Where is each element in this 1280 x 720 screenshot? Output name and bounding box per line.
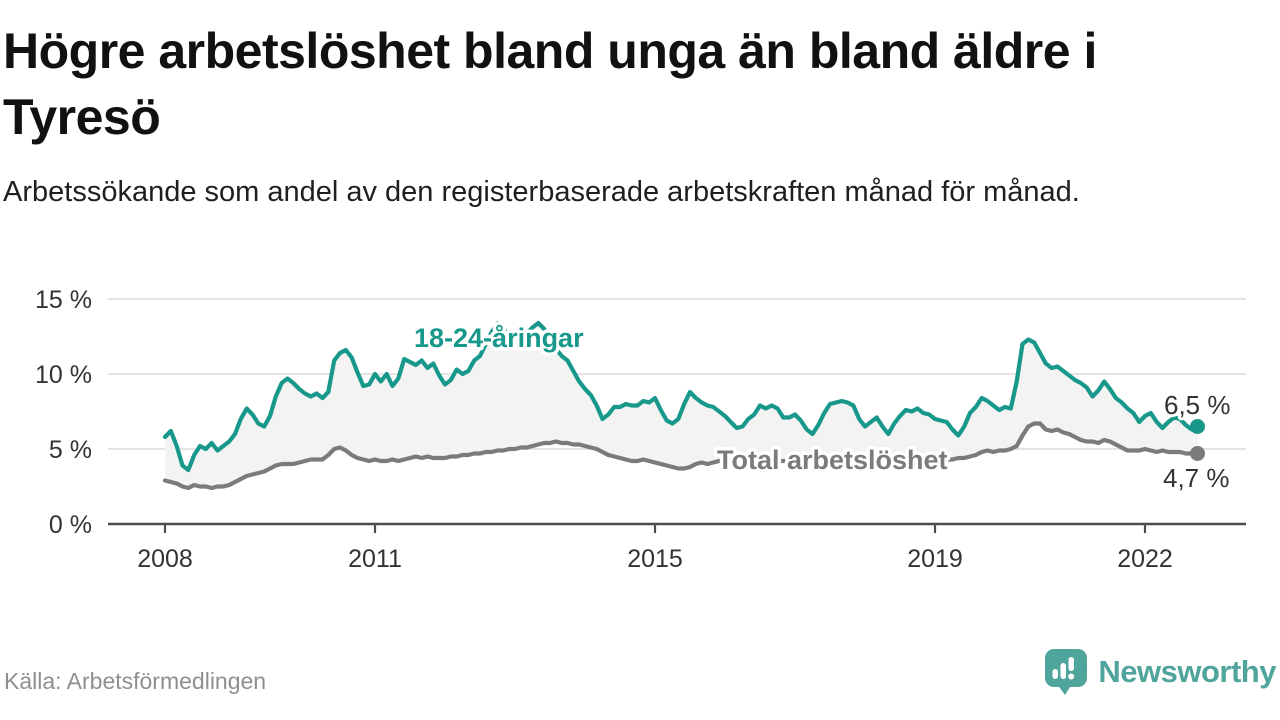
y-tick-5: 5 %: [49, 436, 92, 464]
x-tick-2022: 2022: [1117, 545, 1173, 573]
x-tick-2011: 2011: [348, 545, 402, 573]
brand-name: Newsworthy: [1098, 654, 1276, 689]
source-note: Källa: Arbetsförmedlingen: [4, 668, 267, 694]
x-tick-2019: 2019: [907, 545, 963, 573]
total-end-value: 4,7 %: [1163, 463, 1230, 493]
newsworthy-logo: Newsworthy: [1044, 648, 1276, 696]
y-tick-15: 15 %: [35, 286, 92, 314]
exclamation-stem: [1068, 657, 1075, 671]
y-tick-0: 0 %: [49, 511, 92, 539]
series-annotations: 18-24-åringar Total arbetslöshet 6,5 % 4…: [411, 320, 1234, 497]
x-tick-2015: 2015: [627, 545, 683, 573]
axis-labels: 0 % 5 % 10 % 15 % 2008 2011 2015 2019 20…: [35, 286, 1173, 573]
x-tick-2008: 2008: [137, 545, 193, 573]
total-series-label: Total arbetslöshet: [717, 445, 948, 475]
page-title: Högre arbetslöshet bland unga än bland ä…: [3, 23, 1097, 145]
young-end-value: 6,5 %: [1164, 390, 1231, 420]
exclamation-dot: [1068, 673, 1075, 680]
chart-subtitle: Arbetssökande som andel av den registerb…: [3, 176, 1080, 208]
bar-small: [1052, 669, 1059, 679]
chart-canvas: [108, 298, 1246, 533]
bar-tall: [1060, 663, 1067, 679]
bubble-tail: [1057, 684, 1073, 695]
young-series-label: 18-24-åringar: [414, 323, 584, 353]
newsworthy-bubble-icon: [1045, 649, 1088, 695]
y-tick-10: 10 %: [35, 361, 92, 389]
